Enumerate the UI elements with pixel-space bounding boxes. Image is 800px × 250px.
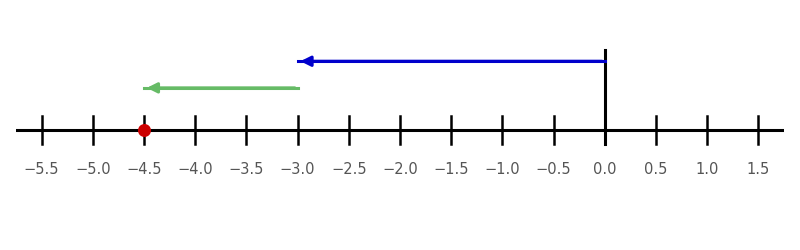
Point	[138, 128, 150, 132]
Text: −1.0: −1.0	[485, 162, 520, 176]
Text: −2.5: −2.5	[331, 162, 366, 176]
Text: 0.0: 0.0	[593, 162, 617, 176]
Text: −0.5: −0.5	[536, 162, 571, 176]
Text: −5.5: −5.5	[24, 162, 59, 176]
Text: −3.0: −3.0	[280, 162, 315, 176]
Text: −4.5: −4.5	[126, 162, 162, 176]
Text: −3.5: −3.5	[229, 162, 264, 176]
Text: −1.5: −1.5	[434, 162, 469, 176]
Text: −4.0: −4.0	[178, 162, 213, 176]
Text: −2.0: −2.0	[382, 162, 418, 176]
Text: −5.0: −5.0	[75, 162, 110, 176]
Text: 1.0: 1.0	[695, 162, 719, 176]
Text: 0.5: 0.5	[644, 162, 668, 176]
Text: 1.5: 1.5	[746, 162, 770, 176]
